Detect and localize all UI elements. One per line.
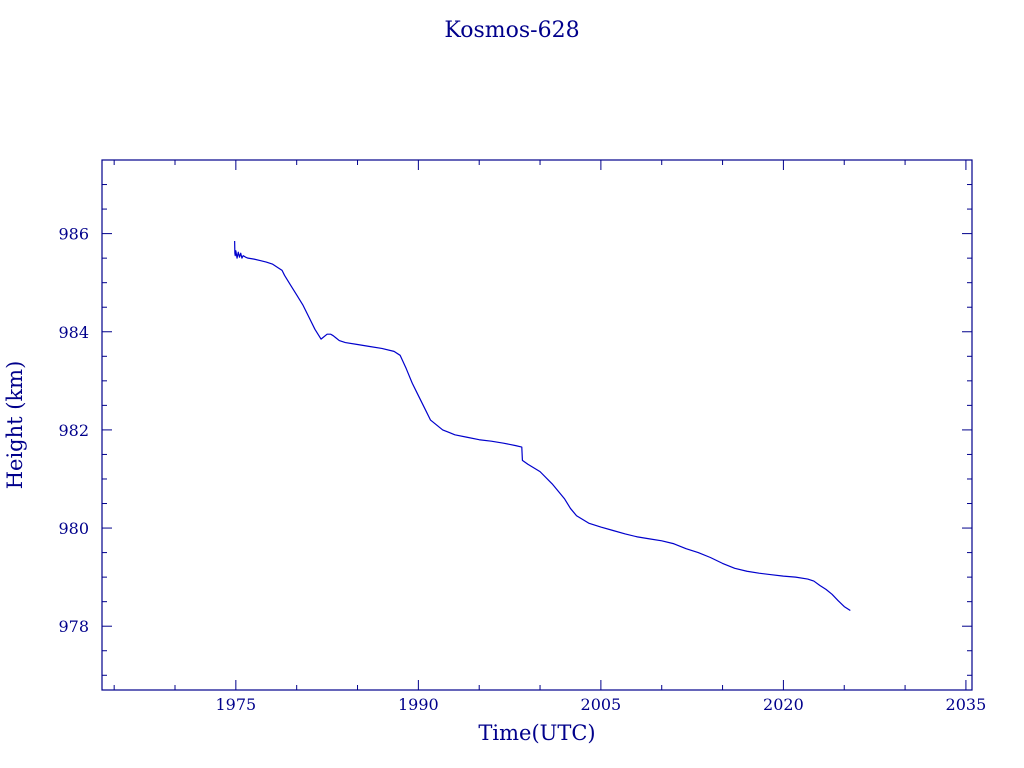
plot-border bbox=[101, 159, 973, 691]
x-axis-ticks bbox=[113, 160, 967, 690]
y-axis-tick-labels: 978 980 982 984 986 bbox=[58, 225, 89, 637]
x-axis-tick-labels: 1975 1990 2005 2020 2035 bbox=[215, 695, 986, 714]
plot-area bbox=[101, 159, 973, 691]
x-tick-label: 2020 bbox=[763, 695, 804, 714]
y-tick-label: 982 bbox=[58, 421, 89, 440]
y-tick-label: 980 bbox=[58, 519, 89, 538]
x-axis-label: Time(UTC) bbox=[478, 721, 595, 745]
y-tick-label: 986 bbox=[58, 225, 89, 244]
y-tick-label: 984 bbox=[58, 323, 89, 342]
x-tick-label: 2005 bbox=[581, 695, 622, 714]
x-tick-label: 2035 bbox=[946, 695, 987, 714]
y-axis-label: Height (km) bbox=[3, 361, 27, 490]
x-tick-label: 1975 bbox=[215, 695, 256, 714]
x-tick-label: 1990 bbox=[398, 695, 439, 714]
y-tick-label: 978 bbox=[58, 617, 89, 636]
chart-title: Kosmos-628 bbox=[444, 18, 579, 43]
y-axis-ticks bbox=[102, 159, 972, 676]
height-series-line bbox=[234, 240, 851, 612]
